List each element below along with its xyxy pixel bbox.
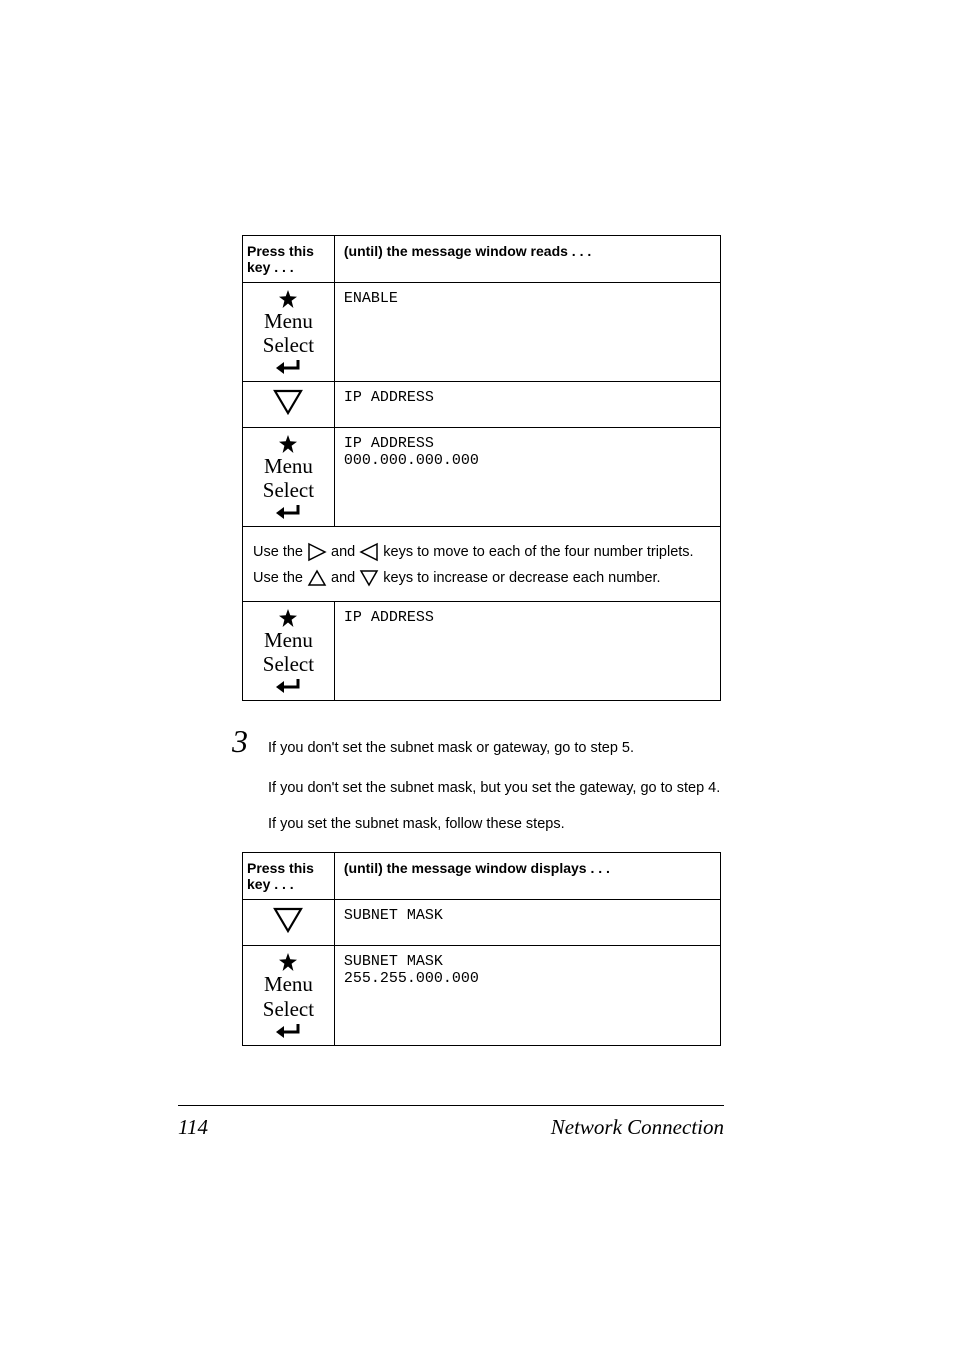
left-arrow-icon <box>359 542 379 562</box>
select-label: Select <box>263 653 314 675</box>
menu-label: Menu <box>264 629 313 651</box>
key-cell-down <box>243 900 335 946</box>
menu-label: Menu <box>264 310 313 332</box>
star-icon <box>279 953 297 971</box>
key-cell-menu: Menu Select <box>243 946 335 1045</box>
paragraph: If you set the subnet mask, follow these… <box>268 816 722 832</box>
text-fragment: keys to increase or decrease each number… <box>383 570 660 586</box>
table1-header-key: Press this key . . . <box>243 236 335 283</box>
enter-icon <box>276 503 300 519</box>
msg-cell: IP ADDRESS <box>334 602 720 701</box>
down-arrow-icon <box>273 907 303 933</box>
key-cell-menu: Menu Select <box>243 428 335 527</box>
right-arrow-icon <box>307 542 327 562</box>
footer-title: Network Connection <box>551 1115 724 1140</box>
menu-label: Menu <box>264 455 313 477</box>
key-cell-menu: Menu Select <box>243 602 335 701</box>
step-number: 3 <box>232 723 254 760</box>
msg-cell: SUBNET MASK <box>334 900 720 946</box>
arrow-instruction-row: Use the and keys to move to each of the … <box>243 527 721 602</box>
enter-icon <box>276 677 300 693</box>
menu-label: Menu <box>264 973 313 995</box>
enter-icon <box>276 358 300 374</box>
key-cell-down <box>243 382 335 428</box>
page-footer: 114 Network Connection <box>178 1115 724 1140</box>
table2-header-msg: (until) the message window displays . . … <box>334 853 720 900</box>
text-fragment: keys to move to each of the four number … <box>383 544 693 560</box>
paragraph: If you don't set the subnet mask, but yo… <box>268 780 722 796</box>
table1-header-msg: (until) the message window reads . . . <box>334 236 720 283</box>
select-label: Select <box>263 479 314 501</box>
msg-cell: IP ADDRESS 000.000.000.000 <box>334 428 720 527</box>
msg-cell: IP ADDRESS <box>334 382 720 428</box>
key-cell-menu: Menu Select <box>243 283 335 382</box>
msg-cell: SUBNET MASK 255.255.000.000 <box>334 946 720 1045</box>
select-label: Select <box>263 334 314 356</box>
footer-rule <box>178 1105 724 1106</box>
step-text: If you don't set the subnet mask or gate… <box>268 740 634 756</box>
instruction-table-2: Press this key . . . (until) the message… <box>242 852 721 1045</box>
star-icon <box>279 609 297 627</box>
instruction-table-1: Press this key . . . (until) the message… <box>242 235 721 701</box>
step-3: 3 If you don't set the subnet mask or ga… <box>232 723 722 760</box>
text-fragment: Use the <box>253 544 307 560</box>
page-content: Press this key . . . (until) the message… <box>232 235 722 1046</box>
star-icon <box>279 290 297 308</box>
table2-header-key: Press this key . . . <box>243 853 335 900</box>
down-arrow-icon <box>273 389 303 415</box>
down-arrow-icon <box>359 569 379 587</box>
up-arrow-icon <box>307 569 327 587</box>
enter-icon <box>276 1022 300 1038</box>
select-label: Select <box>263 998 314 1020</box>
star-icon <box>279 435 297 453</box>
msg-cell: ENABLE <box>334 283 720 382</box>
text-fragment: and <box>331 544 359 560</box>
page-number: 114 <box>178 1115 208 1140</box>
text-fragment: and <box>331 570 359 586</box>
text-fragment: Use the <box>253 570 307 586</box>
